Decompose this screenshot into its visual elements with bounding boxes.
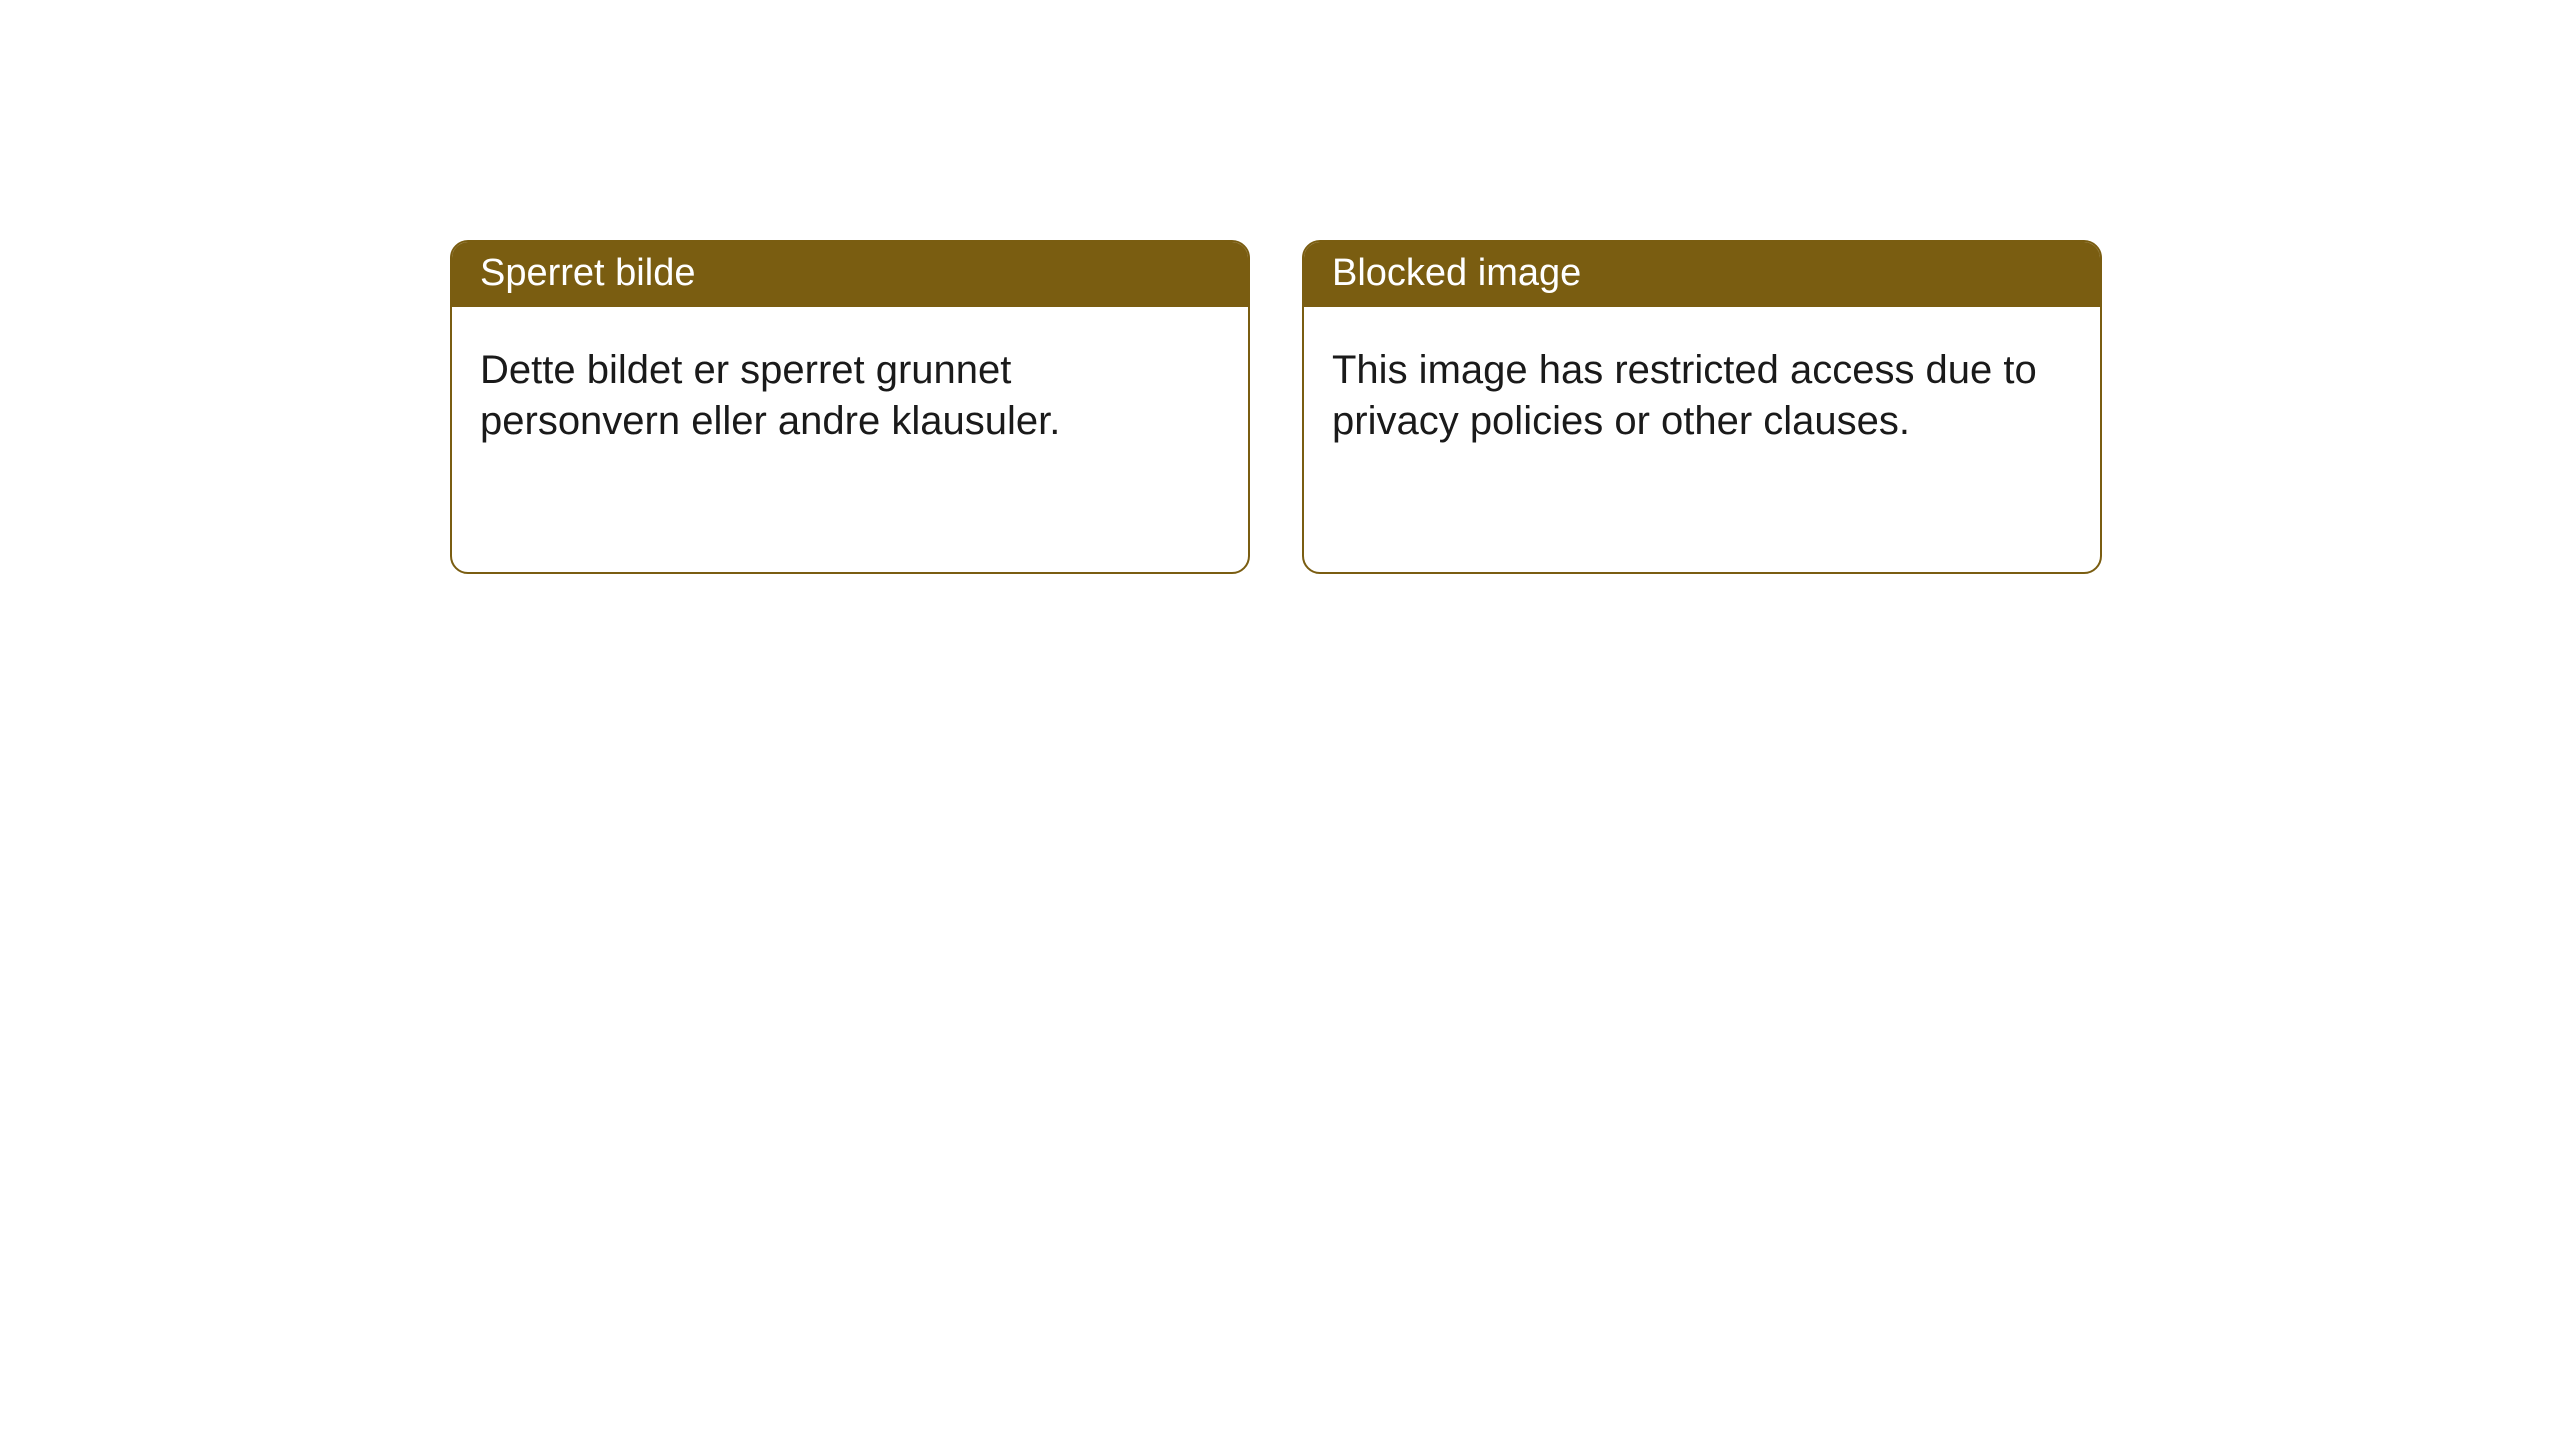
notice-header: Blocked image	[1304, 242, 2100, 307]
notice-body: This image has restricted access due to …	[1304, 307, 2100, 475]
notice-header: Sperret bilde	[452, 242, 1248, 307]
notice-card-norwegian: Sperret bilde Dette bildet er sperret gr…	[450, 240, 1250, 574]
notice-card-english: Blocked image This image has restricted …	[1302, 240, 2102, 574]
notice-body: Dette bildet er sperret grunnet personve…	[452, 307, 1248, 475]
notice-container: Sperret bilde Dette bildet er sperret gr…	[0, 0, 2560, 574]
